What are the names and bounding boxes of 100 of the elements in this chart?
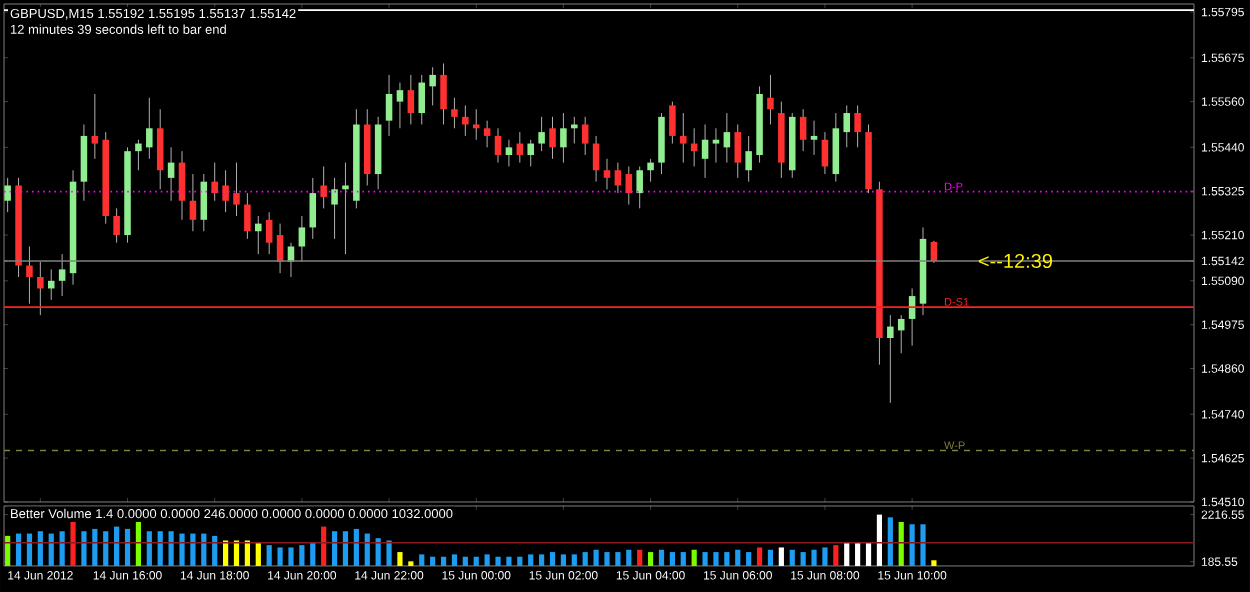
bar [168,531,174,566]
candlestick [440,62,447,125]
bar [70,521,76,566]
bar [342,531,349,566]
candlestick [483,120,491,148]
candlestick [636,165,643,209]
candlestick [58,253,66,297]
candlestick [178,150,186,221]
bar [582,552,588,566]
bar [59,531,65,566]
bar [549,552,556,566]
bar [909,524,915,566]
bar [277,547,283,566]
bar [146,531,152,566]
candlestick [135,139,142,171]
bar [898,521,904,566]
bar [321,526,327,566]
candlestick [494,127,502,164]
bar [789,549,795,566]
candlestick [603,158,611,190]
candlestick [233,162,240,217]
bar [746,552,752,566]
candlestick [146,97,153,160]
bar [310,542,316,566]
candlestick [745,135,752,183]
bar [473,556,479,566]
bar [713,552,719,566]
candlestick [799,108,807,152]
candlestick [26,246,33,305]
bar [724,552,730,566]
bar [604,552,610,566]
candlestick [625,165,633,206]
bar [103,531,109,566]
candlestick [200,173,208,232]
candlestick [843,104,850,148]
bar [506,556,512,566]
candlestick [167,146,175,202]
bar [931,560,937,566]
bar [593,549,599,566]
candlestick [810,120,818,156]
bar [735,549,741,566]
bar [255,542,261,566]
bar [778,547,784,566]
bar [822,547,828,566]
candlestick [451,97,458,129]
candlestick [887,314,894,404]
bar [767,549,774,566]
bar [637,549,643,566]
bar [811,549,817,566]
bar [353,528,359,566]
candlestick [560,112,567,164]
bar [855,542,861,566]
candlestick [255,215,262,255]
candlestick [342,162,349,255]
bar [386,540,392,566]
bar [495,556,501,566]
bar [647,552,654,566]
bar [517,556,523,566]
candlestick [91,93,99,160]
bar [124,528,131,566]
bar [222,540,229,566]
bar [658,549,665,566]
bar [92,528,98,566]
candlestick [385,74,393,137]
candlestick [527,139,534,167]
bar [626,549,632,566]
candlestick [734,123,742,179]
bar [266,545,272,566]
bar [430,556,436,566]
bar [528,554,534,566]
bar [288,547,294,566]
bar [299,545,305,566]
candlestick [647,158,654,183]
candlestick [298,215,306,263]
candlestick [767,74,774,125]
candlestick [614,162,622,194]
bar [462,556,468,566]
bar [680,552,686,566]
candlestick [265,211,273,255]
bar [691,549,697,566]
candlestick [80,123,88,202]
bar [702,552,708,566]
candlestick [658,112,665,175]
bar [233,540,240,566]
candlestick [581,116,589,156]
candlestick [462,104,469,137]
candlestick [571,116,578,145]
bar [539,554,545,566]
bar [244,540,250,566]
candlestick [211,162,218,202]
bar [920,524,926,566]
bar [844,542,850,566]
candlestick [113,207,120,244]
candlestick [244,192,251,240]
candlestick [854,104,861,148]
candlestick [538,116,545,152]
annotation: <--12:39 [978,253,1053,269]
bar [756,547,763,566]
bar [114,526,120,566]
candlestick [418,74,426,125]
